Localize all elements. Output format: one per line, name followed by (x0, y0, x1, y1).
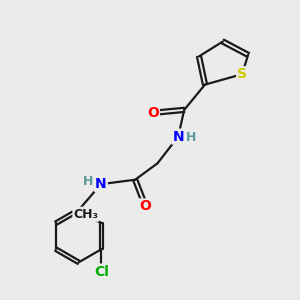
Text: S: S (237, 67, 247, 81)
Text: H: H (185, 131, 196, 144)
Text: O: O (147, 106, 159, 120)
Text: N: N (172, 130, 184, 144)
Text: Cl: Cl (94, 265, 109, 279)
Text: N: N (95, 177, 107, 191)
Text: H: H (83, 175, 93, 188)
Text: O: O (140, 200, 152, 214)
Text: CH₃: CH₃ (74, 208, 98, 221)
